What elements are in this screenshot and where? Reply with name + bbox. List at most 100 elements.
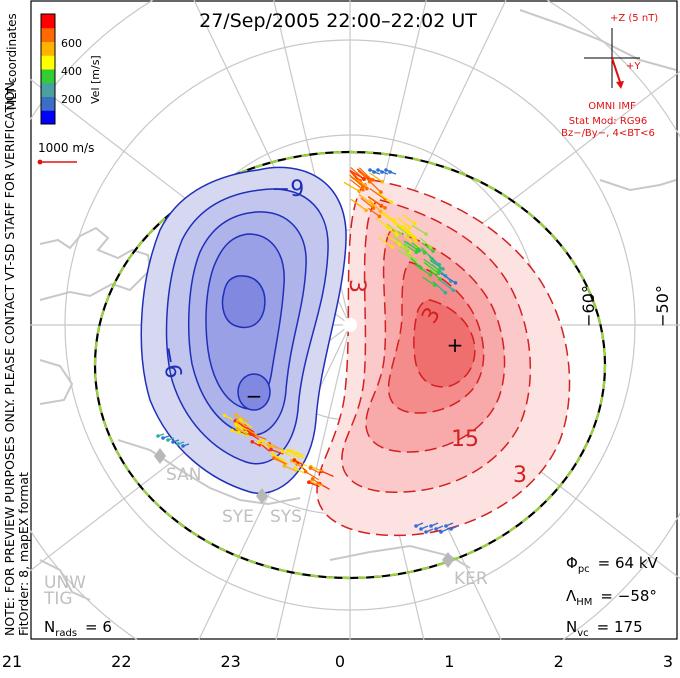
colorbar: 200 400 600 Vel [m/s]	[40, 13, 102, 125]
velocity-vector-origin	[438, 277, 442, 281]
velocity-vector-origin	[397, 242, 402, 247]
velocity-vector-origin	[429, 524, 433, 528]
colorbar-segment	[41, 41, 55, 56]
neg-extremum-marker: −	[246, 384, 263, 408]
velocity-vector	[291, 460, 304, 469]
velocity-vector	[235, 414, 249, 423]
velocity-vector-origin	[364, 208, 368, 213]
hm-boundary	[93, 150, 607, 580]
stat-nvc-sub: vc	[577, 628, 588, 639]
coords-label: MLT coordinates	[5, 13, 19, 110]
velocity-vector	[369, 196, 386, 209]
velocity-vector-origin	[361, 176, 366, 181]
velocity-vector-origin	[432, 283, 437, 287]
velocity-vector	[432, 280, 446, 294]
preview-note: NOTE: FOR PREVIEW PURPOSES ONLY. PLEASE …	[2, 78, 17, 636]
velocity-vector-origin	[370, 202, 375, 207]
velocity-vector	[403, 225, 416, 238]
velocity-vector-origin	[424, 232, 428, 236]
velocity-vector	[393, 235, 407, 248]
velocity-vector-origin	[308, 466, 313, 470]
velocity-vector-origin	[437, 262, 442, 267]
velocity-vector-origin	[256, 440, 261, 445]
map-title: 27/Sep/2005 22:00–22:02 UT	[199, 10, 477, 32]
radar-marker-san	[154, 448, 166, 464]
imf-vector-head	[616, 81, 624, 89]
velocity-vector-origin	[235, 427, 240, 431]
velocity-vector-origin	[292, 458, 297, 462]
velocity-vector	[236, 425, 249, 434]
velocity-vector	[423, 261, 439, 274]
stat-phi-symbol: Φ	[566, 554, 578, 572]
colorbar-segment	[41, 82, 55, 97]
colorbar-segment	[41, 14, 55, 29]
stat-nrads-symbol: N	[44, 618, 55, 636]
velocity-vector	[369, 172, 383, 183]
velocity-vector-origin	[449, 527, 453, 531]
velocity-vector	[394, 242, 409, 252]
velocity-vector	[404, 250, 417, 261]
stat-lambda-sub: HM	[576, 597, 592, 608]
velocity-vector-origin	[380, 170, 384, 174]
velocity-vector-origin	[234, 413, 239, 417]
velocity-vector	[414, 264, 431, 276]
velocity-vector	[419, 237, 432, 248]
lat-label-50: −50°	[653, 285, 672, 327]
imf-vector	[611, 57, 621, 83]
velocity-vector	[412, 225, 427, 235]
velocity-vector	[350, 179, 364, 191]
velocity-vector-origin	[365, 186, 369, 191]
velocity-vector-origin	[383, 205, 387, 210]
velocity-vector-origin	[166, 438, 170, 442]
velocity-vector	[429, 260, 444, 270]
lat-label-60: −60°	[579, 285, 598, 327]
velocity-vector-origin	[413, 221, 417, 226]
colorbar-segment	[41, 27, 55, 42]
stat-nrads-value: = 6	[85, 618, 112, 636]
velocity-vector	[249, 433, 260, 441]
imf-bin: Bz−/By−, 4<BT<6	[561, 128, 655, 139]
velocity-vector-origin	[414, 239, 418, 243]
velocity-vector-origin	[434, 527, 438, 531]
velocity-vector-origin	[161, 436, 165, 440]
contour-label-neg9: −9	[272, 177, 304, 202]
velocity-vector	[377, 191, 392, 203]
coastlines	[39, 9, 677, 601]
velocity-vector-origin	[371, 206, 376, 210]
stat-phi-value: = 64 kV	[598, 554, 659, 572]
velocity-vector-origin	[181, 444, 185, 448]
velocity-vector-origin	[367, 179, 372, 184]
radar-markers	[154, 448, 454, 568]
velocity-vector-origin	[389, 200, 393, 204]
velocity-vector	[358, 194, 373, 206]
radar-label-unw: UNW	[44, 573, 86, 593]
velocity-vector	[237, 428, 251, 437]
velocity-vector	[396, 216, 411, 228]
velocity-vector	[291, 450, 306, 457]
velocity-vector-origin	[368, 168, 372, 172]
velocity-vector-origin	[424, 530, 428, 534]
antarctic-coast-southwest	[117, 439, 301, 506]
velocity-vector-origin	[379, 190, 383, 194]
colorbar-segment	[41, 110, 55, 125]
velocity-vector-origin	[428, 273, 433, 277]
stat-nvc-symbol: N	[566, 618, 577, 636]
coast-upper-left	[39, 559, 91, 601]
mlt-axis: 21 22 23 0 1 2 3	[2, 652, 673, 671]
imf-diagram: +Z (5 nT) +Y OMNI IMF Stat Mod: RG96 Bz−…	[561, 13, 658, 139]
velocity-vector-origin	[267, 444, 272, 448]
contour-label-3-top: 3	[344, 279, 369, 293]
velocity-vector	[272, 453, 286, 462]
stat-lambda: ΛHM = −58°	[566, 587, 657, 608]
contour-label-15: 15	[451, 427, 479, 452]
velocity-vector	[308, 481, 320, 488]
velocity-vector	[310, 466, 323, 472]
neg-fill-5	[221, 275, 266, 329]
velocity-vector	[397, 249, 413, 260]
velocity-vector	[247, 428, 259, 437]
velocity-vector-origin	[422, 251, 427, 255]
velocity-vector-origin	[372, 170, 376, 174]
velocity-vector-origin	[171, 440, 175, 444]
velocity-vector	[428, 254, 440, 266]
imf-by-label: +Y	[626, 61, 641, 72]
